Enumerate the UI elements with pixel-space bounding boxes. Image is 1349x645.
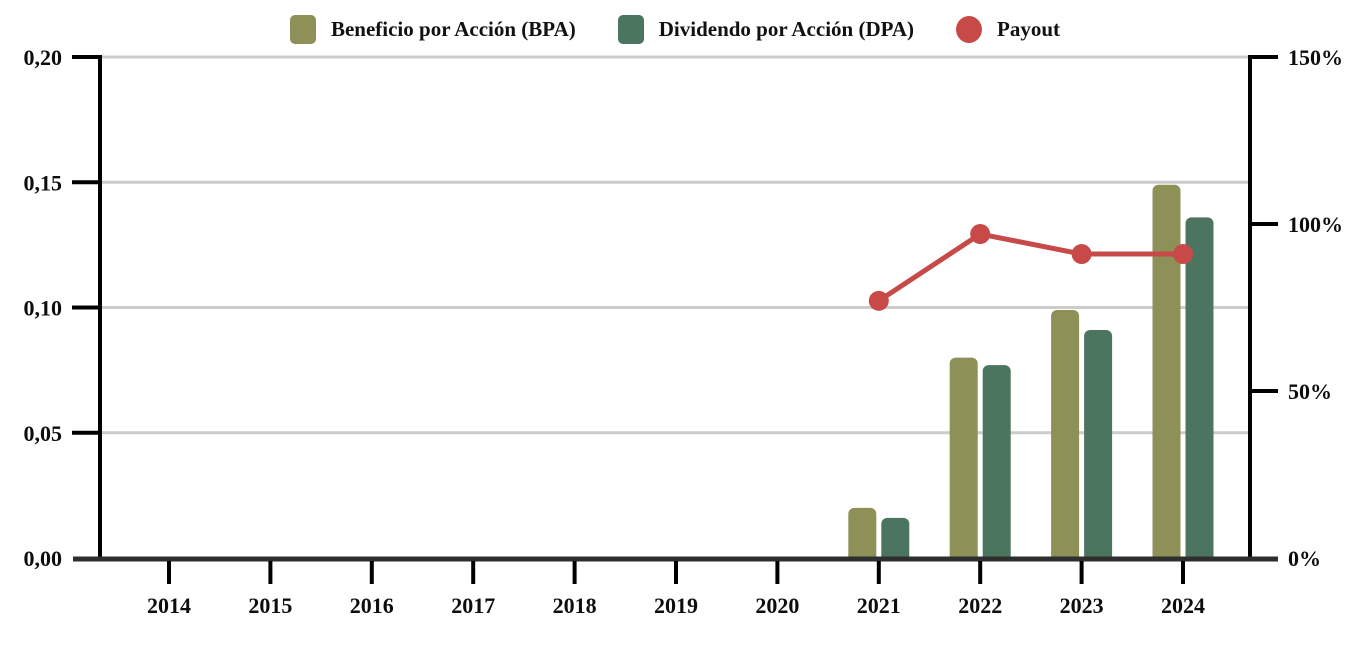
left-axis-tick-label: 0,20 — [24, 45, 63, 70]
bar-dpa-2022 — [982, 365, 1011, 557]
legend-item-payout: Payout — [956, 15, 1061, 43]
legend-item-dpa: Dividendo por Acción (DPA) — [617, 14, 915, 44]
x-axis-label-2018: 2018 — [553, 593, 597, 618]
x-axis-label-2020: 2020 — [755, 593, 799, 618]
payout-marker-2021 — [868, 290, 889, 311]
payout-marker-2022 — [970, 224, 991, 245]
bar-bpa-2023 — [1051, 310, 1080, 557]
left-axis-tick-label: 0,15 — [24, 170, 63, 195]
x-axis-label-2024: 2024 — [1161, 593, 1205, 618]
x-axis-label-2014: 2014 — [147, 593, 191, 618]
bar-dpa-2023 — [1084, 330, 1113, 557]
x-axis-label-2015: 2015 — [248, 593, 292, 618]
payout-marker-icon — [956, 15, 983, 43]
x-axis-label-2021: 2021 — [857, 593, 901, 618]
chart-legend: Beneficio por Acción (BPA) Dividendo por… — [100, 6, 1250, 52]
bar-dpa-2021 — [881, 517, 910, 557]
bars-group — [848, 184, 1214, 557]
x-axis-label-2019: 2019 — [654, 593, 698, 618]
dpa-swatch-icon — [617, 14, 644, 44]
right-axis-tick-label: 150% — [1288, 45, 1343, 70]
x-axis-label-2016: 2016 — [350, 593, 394, 618]
x-axis-label-2017: 2017 — [451, 593, 495, 618]
right-axis-tick-label: 50% — [1288, 379, 1332, 404]
x-axis-label-2023: 2023 — [1060, 593, 1104, 618]
legend-label-bpa: Beneficio por Acción (BPA) — [330, 16, 576, 41]
payout-marker-2024 — [1173, 244, 1193, 265]
left-axis-tick-label: 0,00 — [24, 546, 63, 571]
right-axis-tick-label: 100% — [1288, 212, 1343, 237]
x-axis-label-2022: 2022 — [958, 593, 1002, 618]
bar-bpa-2021 — [848, 507, 877, 557]
legend-item-bpa: Beneficio por Acción (BPA) — [289, 14, 576, 44]
bpa-swatch-icon — [289, 14, 316, 44]
left-axis-tick-label: 0,10 — [24, 296, 63, 321]
bar-bpa-2022 — [949, 357, 978, 557]
payout-line — [876, 231, 1186, 304]
payout-marker-2023 — [1071, 244, 1092, 265]
bar-bpa-2024 — [1152, 184, 1181, 557]
bar-dpa-2024 — [1185, 217, 1214, 557]
legend-label-dpa: Dividendo por Acción (DPA) — [658, 16, 915, 41]
left-axis-tick-label: 0,05 — [24, 421, 63, 446]
legend-label-payout: Payout — [997, 16, 1061, 41]
right-axis-tick-label: 0% — [1288, 546, 1321, 571]
